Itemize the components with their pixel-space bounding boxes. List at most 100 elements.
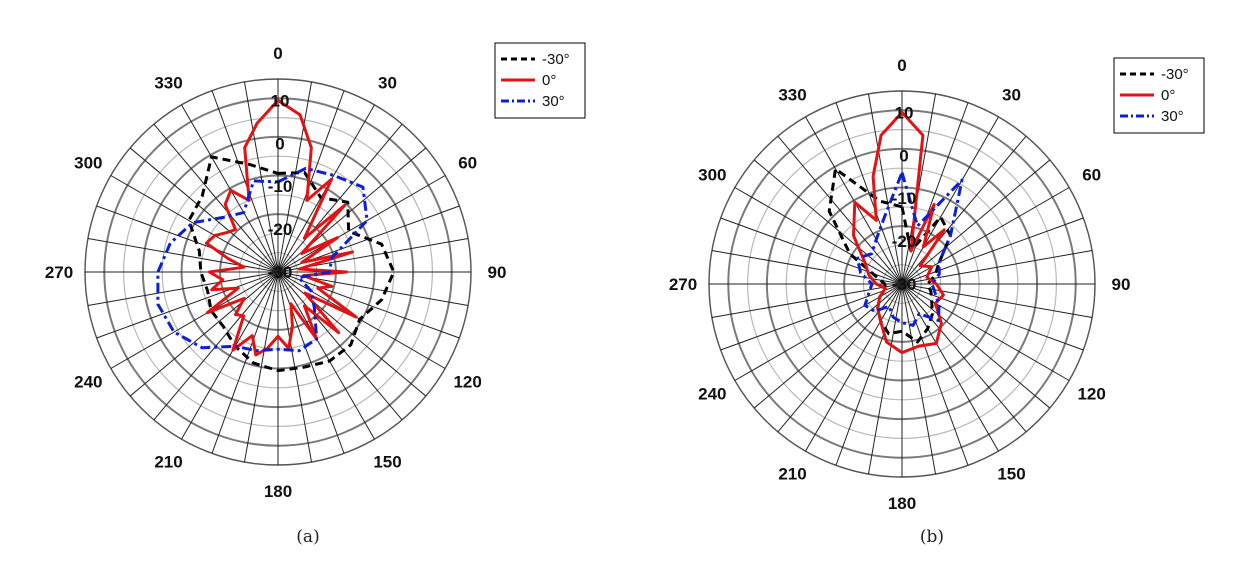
grid-spoke [87,237,279,273]
radial-tick-label: 0 [275,134,284,153]
series-line-3 [156,166,369,353]
angle-tick-label: 90 [488,263,507,282]
grid-spoke [805,116,903,285]
angle-tick-label: 330 [778,85,806,104]
legend-entry: -30° [542,51,570,68]
angle-tick-label: 330 [154,73,182,92]
radial-tick-label: 10 [271,91,290,110]
angle-tick-label: 210 [154,453,182,472]
angle-tick-label: 0 [273,44,282,63]
legend-entry: 0° [542,72,556,89]
angle-tick-label: 30 [1002,85,1021,104]
series-line-2 [204,98,358,357]
grid-spoke [211,271,279,454]
grid-spoke [277,271,427,397]
grid-spoke [277,81,313,273]
legend: -30° 0° 30° [1113,57,1205,134]
grid-spoke [901,102,969,285]
grid-spoke [901,159,1051,285]
legend-entry: -30° [1161,66,1189,83]
radial-tick-label: -20 [892,232,917,251]
grid-spoke [277,271,375,440]
grid-spoke [243,271,279,463]
grid-spoke [901,283,937,475]
angle-tick-label: 300 [74,154,102,173]
panel-caption: (a) [296,527,319,547]
grid-spoke [867,283,903,475]
grid-spoke [277,123,403,273]
angle-tick-label: 240 [74,373,102,392]
grid-spoke [87,271,279,307]
grid-spoke [734,187,903,285]
grid-spoke [129,147,279,273]
radial-tick-label: -10 [268,177,293,196]
grid-spoke [901,283,969,466]
radial-tick-label: -20 [268,220,293,239]
angle-tick-label: 0 [897,56,906,75]
grid-spoke [835,102,903,285]
legend-entry: 30° [542,93,565,110]
radial-tick-label: 10 [895,103,914,122]
angle-tick-label: 150 [997,465,1025,484]
grid-spoke [734,283,903,381]
angle-tick-label: 90 [1112,275,1131,294]
angle-tick-label: 150 [373,453,401,472]
grid-spoke [901,283,1051,409]
grid-spoke [211,90,279,273]
panel-caption: (b) [920,527,944,547]
angle-tick-label: 30 [378,73,397,92]
grid-spoke [110,175,279,273]
grid-spoke [867,93,903,285]
series-line-1 [187,155,396,373]
grid-spoke [901,283,1070,381]
angle-tick-label: 120 [1077,385,1105,404]
grid-spoke [805,283,903,452]
grid-spoke [181,104,279,273]
grid-spoke [243,81,279,273]
grid-spoke [901,283,999,452]
grid-spoke [711,283,903,319]
grid-spoke [110,271,279,369]
angle-tick-label: 240 [698,385,726,404]
grid-spoke [901,217,1084,285]
polar-chart-a: 0 30 60 90 120 150 180 210 240 270 300 330 10 0 -10 -20… [45,42,586,547]
legend: -30° 0° 30° [494,42,586,119]
series-line-2 [852,110,946,355]
angle-tick-label: 180 [888,494,916,513]
polar-chart-b: 0 30 60 90 120 150 180 210 240 270 300 330 10 0 -10 -20… [669,56,1205,547]
series-line-3 [855,171,964,327]
radial-tick-label: -30 [892,275,917,294]
grid-spoke [835,283,903,466]
grid-spoke [181,271,279,440]
angle-tick-label: 270 [45,263,73,282]
grid-spoke [96,205,279,273]
grid-spoke [277,271,345,454]
grid-spoke [129,271,279,397]
grid-spoke [777,135,903,285]
grid-spoke [277,175,446,273]
radial-tick-label: 0 [899,146,908,165]
angle-tick-label: 210 [778,465,806,484]
angle-tick-label: 60 [1082,166,1101,185]
grid-spoke [901,135,1027,285]
angle-tick-label: 180 [264,482,292,501]
grid-spoke [720,283,903,351]
angle-tick-label: 60 [458,154,477,173]
grid-spokes [709,91,1095,477]
angle-tick-label: 270 [669,275,697,294]
angle-tick-label: 300 [698,166,726,185]
grid-spoke [277,90,345,273]
grid-spoke [277,271,403,421]
grid-spoke [901,116,999,285]
grid-spoke [96,271,279,339]
radial-tick-label: -10 [892,189,917,208]
legend-entry: 0° [1161,87,1175,104]
grid-spoke [901,283,1027,433]
radial-tick-label: -30 [268,263,293,282]
legend-entry: 30° [1161,108,1184,125]
grid-spoke [153,123,279,273]
grid-spoke [277,271,460,339]
grid-spoke [277,271,446,369]
angle-tick-label: 120 [453,373,481,392]
